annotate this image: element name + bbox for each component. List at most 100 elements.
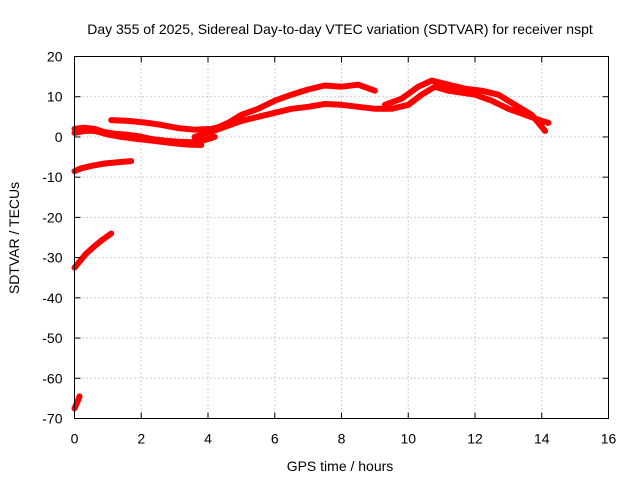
data-point	[459, 90, 464, 95]
data-point	[496, 92, 501, 97]
data-point	[546, 120, 551, 125]
y-tick-label: -50	[42, 330, 62, 346]
data-point	[272, 98, 277, 103]
y-tick-label: -10	[42, 169, 62, 185]
data-point	[322, 83, 327, 88]
data-point	[77, 394, 82, 399]
data-point	[125, 118, 130, 123]
data-point	[192, 134, 197, 139]
y-tick-label: -70	[42, 411, 62, 427]
data-point	[389, 106, 394, 111]
data-point	[212, 126, 217, 131]
chart-title: Day 355 of 2025, Sidereal Day-to-day VTE…	[87, 21, 593, 37]
data-point	[109, 118, 114, 123]
data-point	[372, 106, 377, 111]
x-tick-labels: 0 2 4 6 8 10 12 14 16	[71, 431, 617, 447]
data-point	[339, 84, 344, 89]
data-point	[382, 102, 387, 107]
data-point	[145, 138, 150, 143]
data-point	[289, 92, 294, 97]
series-track-4	[191, 83, 552, 140]
data-point	[226, 120, 231, 125]
data-point	[489, 98, 494, 103]
data-point	[419, 92, 424, 97]
data-point	[289, 106, 294, 111]
x-tick-label: 10	[400, 431, 416, 447]
data-point	[356, 104, 361, 109]
data-point	[90, 245, 95, 250]
x-tick-label: 8	[338, 431, 346, 447]
data-point	[175, 126, 180, 131]
data-point	[202, 138, 207, 143]
data-point	[399, 96, 404, 101]
data-point	[306, 87, 311, 92]
data-point	[142, 120, 147, 125]
x-tick-label: 16	[601, 431, 617, 447]
data-point	[372, 88, 377, 93]
y-axis-label: SDTVAR / TECUs	[6, 182, 22, 294]
data-point	[513, 102, 518, 107]
series-layer	[71, 77, 552, 412]
data-point	[129, 159, 134, 164]
x-tick-label: 12	[467, 431, 483, 447]
data-point	[416, 84, 421, 89]
x-tick-label: 14	[534, 431, 550, 447]
y-tick-label: -60	[42, 370, 62, 386]
data-point	[79, 166, 84, 171]
data-point	[239, 112, 244, 117]
data-point	[99, 238, 104, 243]
grid	[74, 56, 609, 419]
data-point	[543, 128, 548, 133]
y-tick-label: -30	[42, 250, 62, 266]
data-point	[432, 84, 437, 89]
y-tick-label: 0	[55, 129, 63, 145]
data-point	[506, 106, 511, 111]
data-point	[82, 128, 87, 133]
data-point	[306, 104, 311, 109]
data-point	[119, 134, 124, 139]
data-point	[473, 92, 477, 97]
data-point	[256, 106, 261, 111]
data-point	[172, 141, 177, 146]
y-tick-label: 10	[47, 89, 63, 105]
data-point	[89, 163, 94, 168]
data-point	[159, 122, 164, 127]
y-tick-label: 20	[47, 49, 63, 65]
data-point	[75, 400, 80, 405]
data-point	[272, 110, 277, 115]
data-point	[92, 128, 97, 133]
x-tick-label: 2	[137, 431, 145, 447]
data-point	[84, 251, 89, 256]
data-point	[109, 231, 114, 236]
data-point	[446, 88, 451, 93]
x-tick-label: 4	[204, 431, 212, 447]
data-point	[322, 101, 327, 106]
data-point	[115, 160, 120, 165]
data-point	[77, 259, 82, 264]
data-point	[199, 142, 204, 147]
data-point	[479, 88, 484, 93]
data-point	[185, 142, 190, 147]
data-point	[406, 102, 411, 107]
data-point	[206, 130, 210, 135]
y-tick-label: -20	[42, 209, 62, 225]
data-point	[462, 86, 467, 91]
data-point	[529, 112, 534, 117]
data-point	[159, 139, 164, 144]
data-point	[132, 136, 137, 141]
data-point	[256, 114, 261, 119]
data-point	[429, 78, 434, 83]
data-point	[212, 134, 217, 139]
data-point	[192, 127, 197, 132]
x-tick-label: 0	[71, 431, 79, 447]
data-point	[339, 102, 344, 107]
data-point	[446, 82, 451, 87]
x-tick-label: 6	[271, 431, 279, 447]
data-point	[105, 132, 110, 137]
y-tick-labels: -70 -60 -50 -40 -30 -20 -10 0 10 20	[42, 49, 62, 427]
axis-ticks	[74, 56, 609, 419]
data-point	[102, 161, 107, 166]
data-point	[356, 82, 361, 87]
x-axis-label: GPS time / hours	[287, 458, 394, 474]
y-tick-label: -40	[42, 290, 62, 306]
